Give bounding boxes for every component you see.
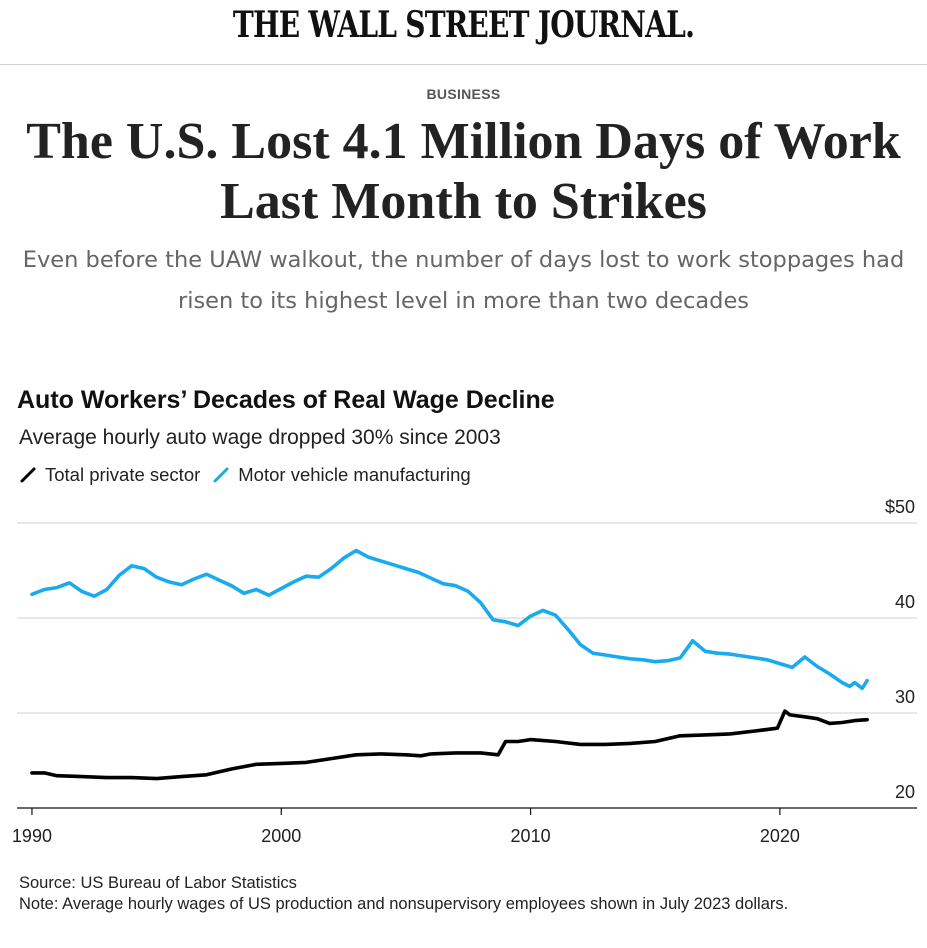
legend-label-total-private: Total private sector xyxy=(45,464,201,485)
series-line-total-private xyxy=(30,709,869,781)
chart-subtitle: Average hourly auto wage dropped 30% sin… xyxy=(19,426,501,449)
legend-swatch-black xyxy=(20,467,36,483)
x-tick-label-2000: 2000 xyxy=(261,826,301,846)
chart-legend: Total private sector Motor vehicle manuf… xyxy=(19,464,483,486)
legend-item-motor-vehicle: Motor vehicle manufacturing xyxy=(212,464,471,486)
chart-title: Auto Workers’ Decades of Real Wage Decli… xyxy=(17,386,555,414)
legend-item-total-private: Total private sector xyxy=(19,464,200,486)
headline: The U.S. Lost 4.1 Million Days of Work L… xyxy=(26,113,901,230)
legend-label-motor-vehicle: Motor vehicle manufacturing xyxy=(238,464,471,485)
legend-swatch-blue xyxy=(213,467,229,483)
x-tick-label-2010: 2010 xyxy=(511,826,551,846)
y-tick-label-20: 20 xyxy=(895,782,915,802)
section-label[interactable]: BUSINESS xyxy=(426,86,501,102)
masthead-logo[interactable]: THE WALL STREET JOURNAL. xyxy=(232,4,695,46)
subheadline: Even before the UAW walkout, the number … xyxy=(22,247,905,314)
series-line-motor-vehicle xyxy=(30,548,869,691)
masthead-divider xyxy=(0,64,927,65)
x-tick-label-1990: 1990 xyxy=(12,826,52,846)
y-tick-label-30: 30 xyxy=(895,687,915,707)
chart-source: Source: US Bureau of Labor Statistics xyxy=(19,874,297,892)
x-tick-label-2020: 2020 xyxy=(760,826,800,846)
wage-line-chart: 20 30 40 $50 1990 2000 2010 2020 xyxy=(12,497,917,846)
y-tick-label-50: $50 xyxy=(885,497,915,517)
chart-note: Note: Average hourly wages of US product… xyxy=(19,895,789,913)
y-tick-label-40: 40 xyxy=(895,592,915,612)
